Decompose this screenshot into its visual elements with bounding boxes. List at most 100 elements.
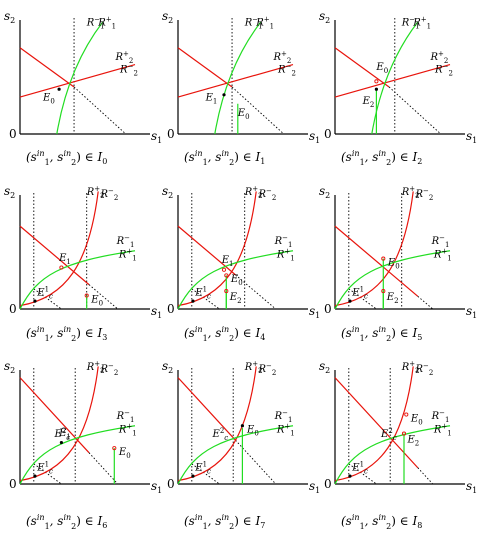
panel-caption-part: ) ∈ — [391, 326, 412, 340]
panel-caption-part: I — [96, 150, 102, 164]
panel-caption-part: , s — [365, 326, 379, 340]
dotted-diagonal — [235, 439, 277, 485]
label-R2-minus-part: 2 — [448, 69, 452, 77]
label-E0-part: 0 — [418, 418, 422, 426]
label-R2-minus-part: R — [100, 189, 109, 200]
label-R1-plus: R+1 — [433, 247, 452, 262]
label-Ec1-part: 1 — [203, 461, 207, 469]
label-R2-minus-part: 2 — [133, 69, 137, 77]
label-R2-minus-part: R — [415, 189, 424, 200]
y-axis-label-part: 2 — [168, 191, 173, 200]
x-axis-label-part: 1 — [315, 136, 320, 145]
x-axis-label-part: 1 — [157, 136, 162, 145]
label-R2-plus-part: R — [86, 187, 95, 198]
origin-label: 0 — [9, 127, 17, 141]
x-axis-label-part: 1 — [315, 486, 320, 495]
label-R1-minus-part: − — [439, 409, 445, 417]
panel-caption: (sin1, sin2) ∈ I4 — [184, 325, 265, 343]
point-E2 — [224, 289, 229, 294]
label-R1-plus-part: R — [433, 249, 442, 260]
point-Ec1 — [348, 474, 352, 478]
y-axis-label-part: s — [319, 9, 325, 23]
origin-label: 0 — [324, 477, 332, 491]
panel-caption-part: in — [221, 513, 229, 522]
label-R1-minus-part: 1 — [288, 241, 292, 249]
panel-caption-part: in — [378, 513, 386, 522]
dotted-diagonal — [388, 86, 442, 135]
label-R2-plus-part: + — [252, 360, 258, 368]
label-R1-plus-part: 1 — [112, 22, 116, 30]
green-saturating-curve — [19, 425, 136, 485]
label-Ec1-part: 1 — [360, 461, 364, 469]
point-E0 — [224, 273, 229, 278]
label-R2-minus-part: R — [434, 64, 443, 75]
panel-caption-part: 5 — [417, 333, 422, 342]
panel-caption-part: 1 — [360, 334, 365, 343]
red-line-decreasing — [334, 225, 419, 297]
label-Ec2-part: c — [393, 434, 397, 442]
label-R1-minus-part: 1 — [445, 241, 449, 249]
y-axis-label-part: s — [4, 9, 10, 23]
label-E0-part: E — [410, 413, 419, 424]
label-Ec2-part: 2 — [388, 427, 392, 435]
label-E0-part: 0 — [126, 452, 130, 460]
label-E0-part: 0 — [99, 299, 103, 307]
label-Ec1-part: c — [207, 293, 211, 301]
label-E0-part: E — [246, 424, 255, 435]
label-R1-plus-part: 1 — [290, 429, 294, 437]
label-E0-part: E — [387, 257, 396, 268]
panel-caption-part: 4 — [260, 333, 265, 342]
label-R1-minus: R−1 — [274, 234, 293, 249]
x-axis-label-part: 1 — [472, 136, 477, 145]
label-R1-minus-part: R — [274, 236, 283, 247]
panel-caption: (sin1, sin2) ∈ I2 — [341, 149, 422, 167]
label-R2-minus-part: R — [258, 364, 267, 375]
y-axis-label: s2 — [162, 184, 173, 200]
panel-caption-part: , s — [50, 150, 64, 164]
label-R1-minus-part: 1 — [100, 22, 104, 30]
label-R2-plus-part: R — [244, 362, 253, 373]
label-E1: E1 — [58, 253, 71, 266]
red-line-decreasing — [177, 377, 236, 441]
label-R1-minus-part: − — [282, 409, 288, 417]
label-R1-plus: R+1 — [433, 422, 452, 437]
label-R1-minus-part: R — [274, 411, 283, 422]
label-R1-minus-part: R — [431, 411, 440, 422]
panel-caption-part: I — [96, 326, 102, 340]
label-E0-part: E — [90, 294, 99, 305]
red-line-decreasing — [177, 47, 233, 88]
label-R2-minus-part: R — [100, 364, 109, 375]
label-R2-plus-part: 2 — [415, 192, 419, 200]
label-Ec2-part: c — [66, 434, 70, 442]
x-axis-label-part: s — [466, 479, 472, 493]
panel-caption-part: I — [411, 326, 417, 340]
label-R1-minus: R−1 — [116, 234, 135, 249]
panel-caption-part: I — [254, 514, 260, 528]
point-Ec1 — [348, 299, 352, 303]
x-axis-label: s1 — [466, 479, 477, 495]
label-E2-part: E — [229, 292, 238, 303]
label-E0: E0 — [42, 92, 55, 105]
y-axis-label: s2 — [4, 9, 15, 25]
panel-caption-part: ) ∈ — [76, 150, 97, 164]
label-R2-plus: R+2 — [272, 50, 291, 65]
label-Ec2: E2c — [380, 427, 397, 442]
panel-caption-part: ) ∈ — [76, 514, 97, 528]
label-R2-minus: R−2 — [258, 362, 277, 377]
label-Ec1-part: E — [36, 463, 45, 474]
label-Ec1: E1c — [194, 461, 211, 476]
label-Ec1-part: 1 — [203, 286, 207, 294]
label-E0-part: E — [375, 62, 384, 73]
panel-caption-part: (s — [26, 326, 37, 340]
label-R1-minus-part: − — [124, 234, 130, 242]
label-E1-part: 1 — [66, 433, 70, 441]
x-axis-label-part: s — [309, 129, 315, 143]
panel-caption: (sin1, sin2) ∈ I7 — [184, 513, 265, 531]
dotted-diagonal-small — [191, 288, 220, 310]
green-curve — [214, 21, 262, 135]
y-axis-label-part: 2 — [325, 191, 330, 200]
x-axis-label-part: 1 — [157, 486, 162, 495]
